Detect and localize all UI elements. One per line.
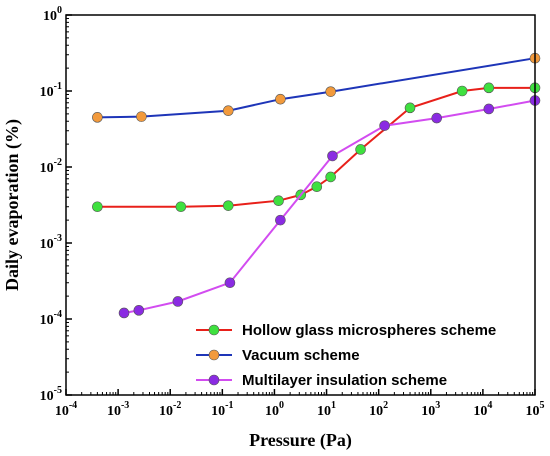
legend-label: Hollow glass microspheres scheme	[242, 322, 496, 339]
data-point	[325, 86, 336, 97]
y-tick-exp: 0	[57, 5, 62, 16]
data-point	[222, 200, 234, 211]
x-tick-exp: 1	[331, 400, 336, 411]
x-tick-exp: 3	[435, 400, 440, 411]
y-tick-label: 100	[43, 5, 62, 24]
y-tick-label: 10-5	[40, 385, 62, 404]
x-tick-label: 10-4	[55, 400, 77, 419]
data-point	[118, 307, 130, 319]
x-tick-label: 10-2	[159, 400, 181, 419]
series-2	[92, 52, 541, 123]
data-point	[325, 171, 336, 183]
y-tick-base: 10	[40, 85, 54, 100]
legend-label: Multilayer insulation scheme	[242, 372, 447, 389]
x-tick-exp: 5	[540, 400, 545, 411]
x-tick-base: 10	[211, 404, 225, 419]
legend-item: Multilayer insulation scheme	[196, 372, 447, 389]
data-point	[456, 85, 468, 97]
y-axis-label: Daily evaporation (%)	[2, 119, 23, 291]
data-point	[483, 103, 495, 115]
x-tick-label: 10-3	[107, 400, 129, 419]
data-point	[92, 112, 103, 123]
series-layer	[92, 52, 541, 319]
y-tick-base: 10	[43, 9, 57, 24]
y-tick-label: 10-2	[40, 157, 62, 176]
x-tick-base: 10	[369, 404, 383, 419]
y-tick-exp: -3	[54, 233, 62, 244]
x-tick-exp: -4	[69, 400, 77, 411]
y-tick-label: 10-1	[40, 81, 62, 100]
legend: Hollow glass microspheres scheme Vacuum s…	[196, 322, 496, 389]
data-point	[379, 120, 390, 131]
y-tick-label: 10-4	[40, 309, 62, 328]
y-tick-exp: -4	[54, 309, 62, 320]
data-point	[327, 150, 338, 162]
x-tick-label: 104	[473, 400, 492, 419]
data-point	[136, 111, 147, 122]
data-point	[273, 195, 284, 207]
legend-item: Vacuum scheme	[196, 347, 360, 364]
x-tick-base: 10	[265, 404, 279, 419]
x-tick-exp: 2	[383, 400, 388, 411]
y-tick-exp: -1	[54, 81, 62, 92]
x-axis-label: Pressure (Pa)	[249, 430, 352, 451]
y-tick-base: 10	[40, 313, 54, 328]
x-tick-exp: -2	[173, 400, 181, 411]
x-tick-exp: 4	[487, 400, 492, 411]
data-point	[222, 105, 234, 117]
x-tick-base: 10	[421, 404, 435, 419]
data-point	[224, 277, 236, 289]
y-tick-label: 10-3	[40, 233, 62, 252]
data-point	[275, 93, 286, 105]
x-tick-base: 10	[107, 404, 121, 419]
x-tick-base: 10	[159, 404, 173, 419]
y-tick-exp: -2	[54, 157, 62, 168]
x-tick-label: 100	[265, 400, 284, 419]
data-point	[172, 296, 184, 307]
series-line	[97, 57, 536, 119]
y-tick-base: 10	[40, 161, 54, 176]
x-tick-label: 102	[369, 400, 388, 419]
x-tick-base: 10	[317, 404, 331, 419]
x-tick-label: 105	[526, 400, 545, 419]
x-tick-base: 10	[473, 404, 487, 419]
data-point	[311, 181, 323, 193]
legend-item: Hollow glass microspheres scheme	[196, 322, 496, 339]
ticks-layer: 10-4 10-3 10-2 10-1 100 101 102 103 104 10510-510…	[40, 5, 545, 419]
series-1	[92, 82, 541, 213]
data-point	[431, 112, 443, 124]
data-point	[175, 201, 187, 213]
y-tick-exp: -5	[54, 385, 62, 396]
data-point	[92, 201, 103, 213]
legend-marker	[208, 324, 220, 336]
legend-label: Vacuum scheme	[242, 347, 360, 364]
y-tick-base: 10	[40, 389, 54, 404]
y-tick-base: 10	[40, 237, 54, 252]
plot-frame	[65, 14, 536, 396]
x-tick-exp: 0	[279, 400, 284, 411]
x-tick-label: 103	[421, 400, 440, 419]
x-tick-label: 101	[317, 400, 336, 419]
legend-marker	[208, 349, 220, 361]
data-point	[483, 82, 495, 94]
x-tick-base: 10	[55, 404, 69, 419]
x-tick-exp: -3	[121, 400, 129, 411]
x-tick-base: 10	[526, 404, 540, 419]
data-point	[133, 305, 145, 316]
x-tick-exp: -1	[225, 400, 233, 411]
data-point	[355, 144, 366, 155]
series-3	[118, 95, 541, 319]
data-point	[404, 102, 416, 114]
x-tick-label: 10-1	[211, 400, 233, 419]
data-point	[275, 214, 286, 226]
legend-marker	[208, 374, 220, 386]
series-line	[123, 99, 536, 314]
